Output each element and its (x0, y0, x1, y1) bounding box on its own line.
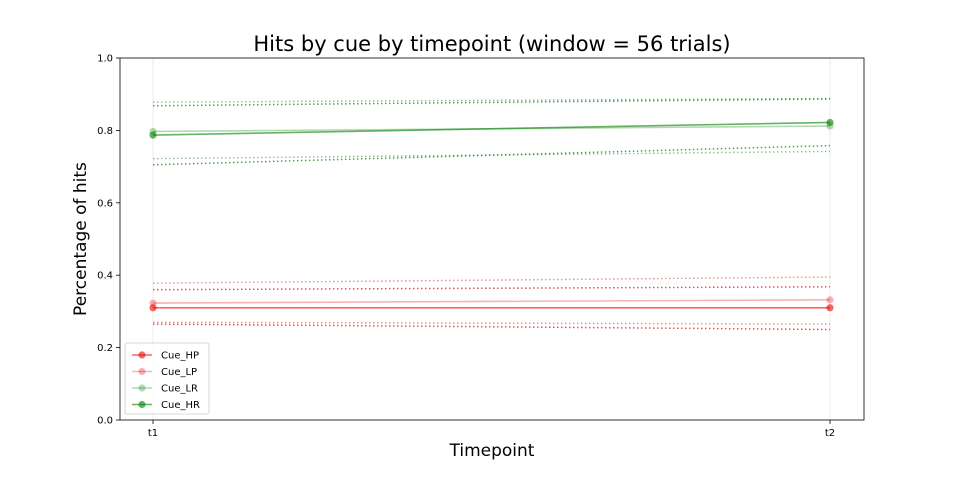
legend-box (124, 342, 210, 415)
y-tick-label: 0.6 (97, 198, 113, 209)
ci-low-line-cue-lr (152, 150, 831, 160)
series-line-cue-lp (152, 299, 831, 304)
plot-frame (119, 57, 865, 421)
data-point-cue-hr (149, 131, 157, 139)
y-tick-label: 0.0 (97, 416, 113, 427)
y-tick-label: 0.4 (97, 271, 113, 282)
ci-high-line-cue-hr (152, 98, 831, 107)
legend-label: Cue_LP (161, 367, 197, 378)
legend: Cue_HP Cue_LP Cue_LR Cue_HR (124, 342, 210, 415)
ci-high-line-cue-hp (152, 286, 831, 291)
ci-low-line-cue-hp (152, 323, 831, 331)
series-lines (149, 118, 834, 312)
legend-label: Cue_HP (161, 351, 199, 362)
legend-label: Cue_LR (161, 384, 198, 395)
x-tick-label: t1 (148, 428, 158, 439)
x-axis: t1 t2 (148, 420, 835, 439)
y-tick-label: 0.2 (97, 343, 113, 354)
legend-swatch-marker (138, 367, 146, 376)
y-axis: 0.0 0.2 0.4 0.6 0.8 1.0 (97, 54, 120, 427)
ci-high-line-cue-lr (152, 97, 831, 103)
x-axis-title: Timepoint (449, 441, 535, 461)
legend-swatch-marker (138, 351, 146, 359)
ci-low-line-cue-hr (152, 144, 831, 166)
series-line-cue-hr (152, 121, 831, 136)
ci-high-line-cue-lp (152, 276, 831, 284)
data-point-cue-lp (826, 296, 834, 304)
y-tick-label: 1.0 (97, 54, 113, 65)
data-point-cue-hr (826, 118, 834, 127)
ci-low-line-cue-lp (152, 321, 831, 325)
grid (152, 58, 831, 420)
legend-swatch-marker (138, 400, 146, 409)
data-point-cue-hp (149, 304, 157, 312)
data-point-cue-hp (826, 304, 834, 312)
legend-label: Cue_HR (161, 400, 200, 411)
y-tick-label: 0.8 (97, 126, 113, 137)
confidence-bands (152, 97, 831, 331)
chart-title: Hits by cue by timepoint (window = 56 tr… (253, 32, 730, 56)
y-axis-title: Percentage of hits (71, 162, 91, 316)
data-point-cue-lp (149, 299, 157, 307)
legend-swatch-marker (138, 384, 146, 392)
x-tick-label: t2 (825, 428, 835, 439)
